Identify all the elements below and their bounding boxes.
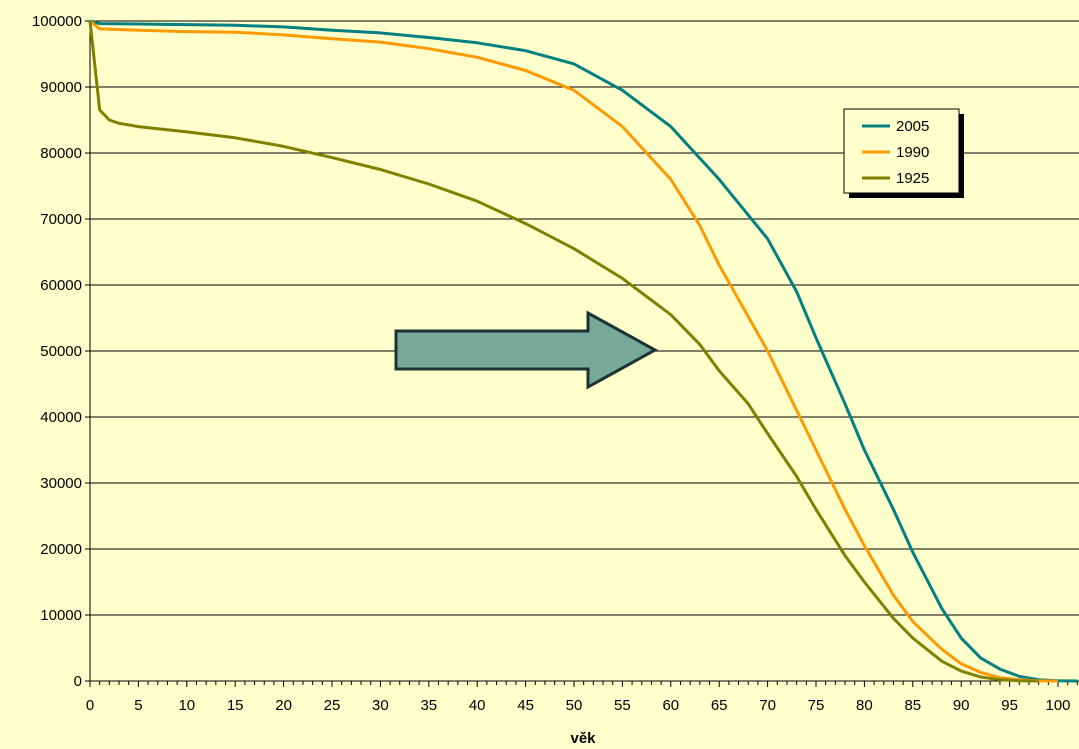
x-axis <box>85 20 1079 687</box>
gridlines <box>90 20 1079 616</box>
y-tick-label: 100000 <box>32 13 82 30</box>
series-line-1925 <box>88 20 1039 683</box>
x-tick-label: 50 <box>566 697 583 714</box>
series-line-1990 <box>89 19 1059 683</box>
x-tick-label: 10 <box>178 697 195 714</box>
y-tick-label: 10000 <box>40 607 82 624</box>
arrow-shape <box>394 310 659 390</box>
x-tick-label: 20 <box>275 697 292 714</box>
y-tick-label: 30000 <box>40 475 82 492</box>
series-lines <box>88 19 1078 683</box>
y-tick-label: 40000 <box>40 409 82 426</box>
y-tick-label: 80000 <box>40 145 82 162</box>
legend-label-2005: 2005 <box>896 118 929 135</box>
x-tick-label: 75 <box>808 697 825 714</box>
x-tick-label: 15 <box>227 697 244 714</box>
y-tick-label: 90000 <box>40 79 82 96</box>
x-tick-label: 0 <box>86 697 94 714</box>
x-tick-label: 55 <box>614 697 631 714</box>
x-tick-label: 65 <box>711 697 728 714</box>
x-tick-label: 90 <box>953 697 970 714</box>
x-tick-label: 100 <box>1045 697 1070 714</box>
y-tick-label: 20000 <box>40 541 82 558</box>
x-tick-label: 95 <box>1001 697 1018 714</box>
y-tick-label: 0 <box>74 673 82 690</box>
y-tick-label: 50000 <box>40 343 82 360</box>
legend: 2005 1990 1925 <box>843 108 964 198</box>
y-tick-label: 70000 <box>40 211 82 228</box>
x-tick-label: 85 <box>904 697 921 714</box>
x-tick-label: 25 <box>324 697 341 714</box>
y-axis-tick-labels: 0 10000 20000 30000 40000 50000 60000 70000 8000… <box>32 13 82 690</box>
x-tick-label: 30 <box>372 697 389 714</box>
x-tick-label: 35 <box>420 697 437 714</box>
legend-label-1925: 1925 <box>896 170 929 187</box>
x-tick-label: 40 <box>469 697 486 714</box>
x-axis-tick-labels: 0 5 10 15 20 25 30 35 40 45 50 55 60 65 70 75 80 85 90 95 10… <box>86 697 1071 714</box>
x-tick-label: 5 <box>134 697 142 714</box>
x-axis-title: věk <box>570 730 596 747</box>
x-tick-label: 60 <box>662 697 679 714</box>
y-tick-label: 60000 <box>40 277 82 294</box>
x-tick-label: 70 <box>759 697 776 714</box>
series-line-2005 <box>89 19 1078 683</box>
x-tick-label: 45 <box>517 697 534 714</box>
legend-label-1990: 1990 <box>896 144 929 161</box>
x-tick-label: 80 <box>856 697 873 714</box>
